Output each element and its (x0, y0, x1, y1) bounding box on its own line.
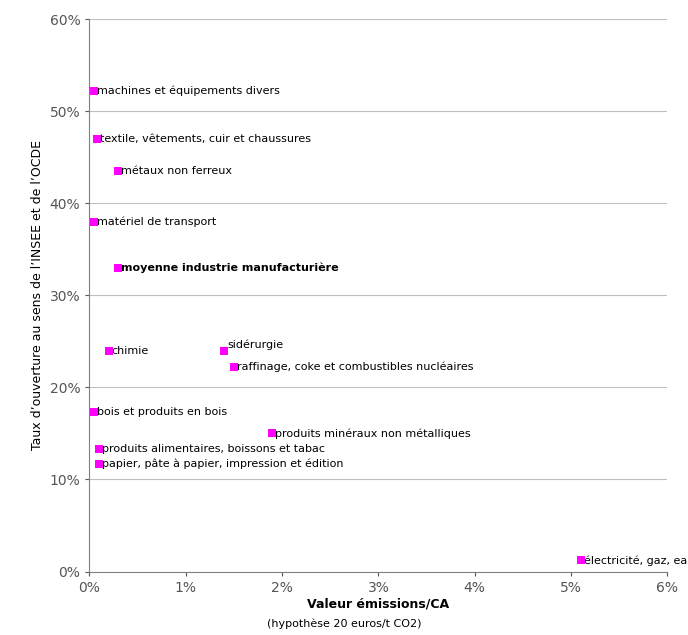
Point (219, 345, 230, 356)
Text: matériel de transport: matériel de transport (97, 217, 217, 227)
Point (103, 345, 114, 356)
Text: (hypothèse 20 euros/t CO2): (hypothèse 20 euros/t CO2) (267, 618, 421, 629)
Text: chimie: chimie (111, 345, 149, 356)
Point (89, 217, 100, 227)
Text: produits minéraux non métalliques: produits minéraux non métalliques (275, 428, 471, 439)
Point (89, 407, 100, 417)
Text: machines et équipements divers: machines et équipements divers (97, 86, 280, 96)
Text: papier, pâte à papier, impression et édition: papier, pâte à papier, impression et édi… (102, 458, 343, 469)
Point (113, 263, 124, 273)
Text: métaux non ferreux: métaux non ferreux (121, 166, 233, 176)
Point (89, 86, 100, 96)
Point (94, 458, 105, 469)
X-axis label: Valeur émissions/CA: Valeur émissions/CA (308, 598, 449, 610)
Point (575, 556, 586, 566)
Text: sidérurgie: sidérurgie (227, 340, 283, 351)
Text: moyenne industrie manufacturière: moyenne industrie manufacturière (121, 262, 339, 273)
Point (267, 429, 278, 439)
Text: raffinage, coke et combustibles nucléaires: raffinage, coke et combustibles nucléair… (237, 362, 473, 372)
Text: électricité, gaz, eau: électricité, gaz, eau (583, 555, 688, 566)
Point (94, 444, 105, 454)
Y-axis label: Taux d’ouverture au sens de l’INSEE et de l’OCDE: Taux d’ouverture au sens de l’INSEE et d… (31, 140, 44, 450)
Text: textile, vêtements, cuir et chaussures: textile, vêtements, cuir et chaussures (100, 134, 311, 144)
Text: produits alimentaires, boissons et tabac: produits alimentaires, boissons et tabac (102, 444, 325, 454)
Text: bois et produits en bois: bois et produits en bois (97, 407, 227, 417)
Point (113, 166, 124, 176)
Point (228, 362, 239, 372)
Point (92, 134, 103, 144)
